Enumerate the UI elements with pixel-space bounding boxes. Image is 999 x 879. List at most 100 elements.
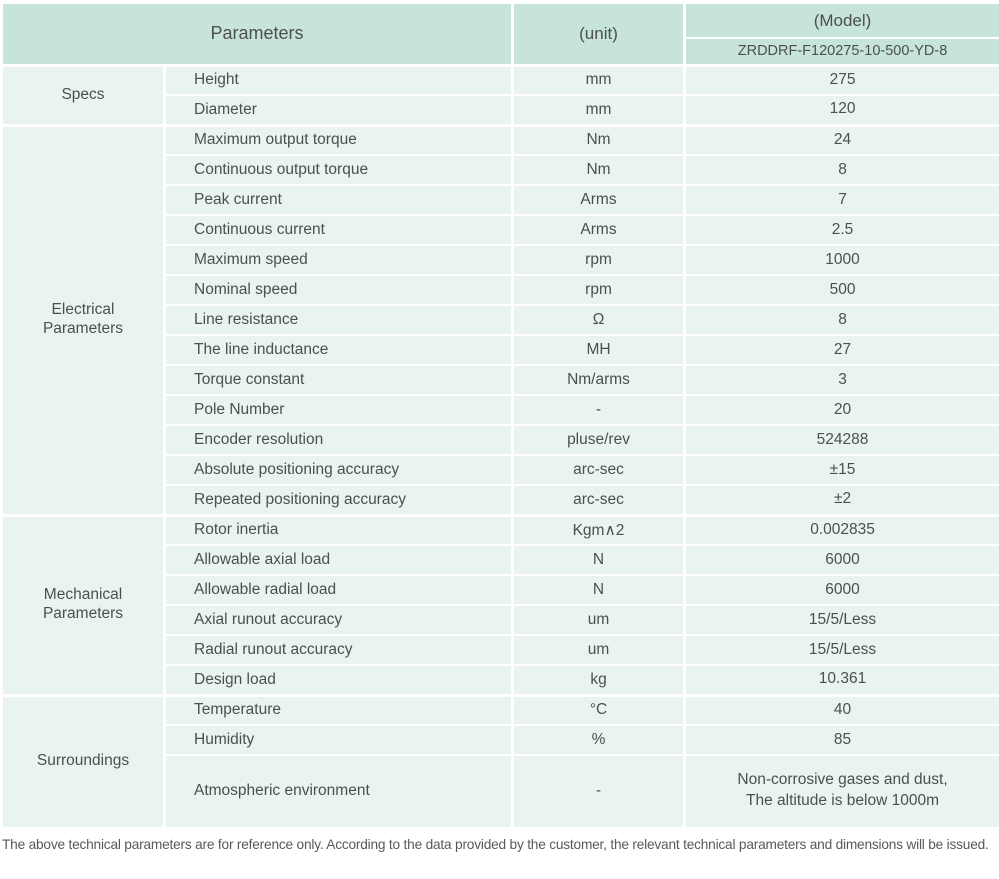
model-header: (Model) [683, 1, 999, 40]
value-cell: 40 [683, 693, 999, 726]
param-name-cell: Pole Number [162, 394, 515, 426]
value-cell: 0.002835 [683, 513, 999, 546]
unit-cell: arc-sec [511, 454, 687, 486]
unit-cell: um [511, 604, 687, 636]
table-row: Torque constant Nm/arms 3 [2, 364, 999, 396]
unit-cell: MH [511, 334, 687, 366]
unit-cell: - [511, 394, 687, 426]
param-name-cell: Rotor inertia [162, 513, 515, 546]
unit-cell: - [511, 754, 687, 830]
header-row-1: Parameters (unit) (Model) [0, 1, 999, 66]
unit-cell: °C [511, 693, 687, 726]
unit-cell: Nm/arms [511, 364, 687, 396]
unit-cell: mm [511, 94, 687, 127]
unit-cell: pluse/rev [511, 424, 687, 456]
table-row: Peak current Arms 7 [2, 184, 999, 216]
table-row: Maximum speed rpm 1000 [2, 244, 999, 276]
unit-cell: N [511, 544, 687, 576]
value-cell: 10.361 [683, 664, 999, 697]
table-row: Mechanical Parameters Rotor inertia Kgm∧2 0… [0, 513, 999, 696]
param-name-cell: Maximum speed [162, 244, 515, 276]
value-cell: 8 [683, 304, 999, 336]
param-name-cell: Axial runout accuracy [162, 604, 515, 636]
table-row: Allowable radial load N 6000 [2, 574, 999, 606]
unit-cell: kg [511, 664, 687, 697]
group-label: Electrical Parameters [0, 123, 166, 516]
value-cell: 8 [683, 154, 999, 186]
unit-cell: Ω [511, 304, 687, 336]
param-name-cell: Radial runout accuracy [162, 634, 515, 666]
value-cell: 500 [683, 274, 999, 306]
value-cell: 20 [683, 394, 999, 426]
table-row: Design load kg 10.361 [2, 664, 999, 697]
table-row: Encoder resolution pluse/rev 524288 [2, 424, 999, 456]
unit-cell: mm [511, 63, 687, 96]
table-row: The line inductance MH 27 [2, 334, 999, 366]
value-cell: 6000 [683, 544, 999, 576]
table-row: Absolute positioning accuracy arc-sec ±15 [2, 454, 999, 486]
value-cell: 275 [683, 63, 999, 96]
table-row: Continuous current Arms 2.5 [2, 214, 999, 246]
group-label: Mechanical Parameters [0, 513, 166, 696]
unit-cell: Arms [511, 184, 687, 216]
unit-cell: % [511, 724, 687, 756]
value-cell: Non-corrosive gases and dust, The altitu… [683, 754, 999, 830]
table-row: Surroundings Temperature °C 40 [0, 693, 999, 829]
unit-cell: rpm [511, 274, 687, 306]
value-cell: 7 [683, 184, 999, 216]
param-name-cell: Maximum output torque [162, 123, 515, 156]
group-label: Surroundings [0, 693, 166, 829]
table-row: Specs Height mm 275 [0, 63, 999, 126]
unit-cell: N [511, 574, 687, 606]
value-cell: 27 [683, 334, 999, 366]
unit-cell: Nm [511, 123, 687, 156]
unit-cell: Nm [511, 154, 687, 186]
param-name-cell: Line resistance [162, 304, 515, 336]
unit-header: (unit) [511, 2, 687, 66]
unit-cell: Kgm∧2 [511, 513, 687, 546]
param-name-cell: Nominal speed [162, 274, 515, 306]
value-cell: ±2 [683, 484, 999, 517]
table-row: Diameter mm 120 [2, 94, 999, 127]
param-name-cell: Diameter [162, 94, 515, 127]
table-row: Nominal speed rpm 500 [2, 274, 999, 306]
value-cell: 85 [683, 724, 999, 756]
param-name-cell: Torque constant [162, 364, 515, 396]
param-name-cell: Humidity [162, 724, 515, 756]
spec-table: Parameters (unit) (Model) ZRDDRF-F120275… [0, 1, 999, 830]
header-row-2: ZRDDRF-F120275-10-500-YD-8 [2, 37, 999, 66]
table-row: Electrical Parameters Maximum output torq… [0, 123, 999, 516]
table-row: Humidity% 85 [2, 724, 999, 756]
param-name-cell: Design load [162, 664, 515, 697]
unit-cell: Arms [511, 214, 687, 246]
param-name-cell: Allowable radial load [162, 574, 515, 606]
param-name-cell: Temperature [162, 693, 515, 726]
spec-table-header: Parameters (unit) (Model) ZRDDRF-F120275… [0, 1, 999, 66]
value-cell: 24 [683, 123, 999, 156]
value-cell: 6000 [683, 574, 999, 606]
param-name-cell: Atmospheric environment [162, 754, 515, 830]
table-row: Atmospheric environment - Non-corrosive ga… [2, 754, 999, 830]
param-name-cell: Height [162, 63, 515, 96]
table-row: Allowable axial load N 6000 [2, 544, 999, 576]
param-name-cell: Absolute positioning accuracy [162, 454, 515, 486]
param-name-cell: Encoder resolution [162, 424, 515, 456]
unit-cell: um [511, 634, 687, 666]
value-cell: 15/5/Less [683, 634, 999, 666]
param-name-cell: Continuous output torque [162, 154, 515, 186]
param-name-cell: The line inductance [162, 334, 515, 366]
table-row: Pole Number -20 [2, 394, 999, 426]
table-row: Radial runout accuracy um 15/5/Less [2, 634, 999, 666]
value-cell: ±15 [683, 454, 999, 486]
table-row: Repeated positioning accuracy arc-sec ±2 [2, 484, 999, 517]
unit-cell: arc-sec [511, 484, 687, 517]
value-cell: 524288 [683, 424, 999, 456]
param-name-cell: Peak current [162, 184, 515, 216]
footnote: The above technical parameters are for r… [2, 836, 989, 852]
value-cell: 120 [683, 94, 999, 127]
table-row: Axial runout accuracy um 15/5/Less [2, 604, 999, 636]
value-cell: 2.5 [683, 214, 999, 246]
group-label: Specs [0, 63, 166, 126]
param-name-cell: Allowable axial load [162, 544, 515, 576]
value-cell: 3 [683, 364, 999, 396]
